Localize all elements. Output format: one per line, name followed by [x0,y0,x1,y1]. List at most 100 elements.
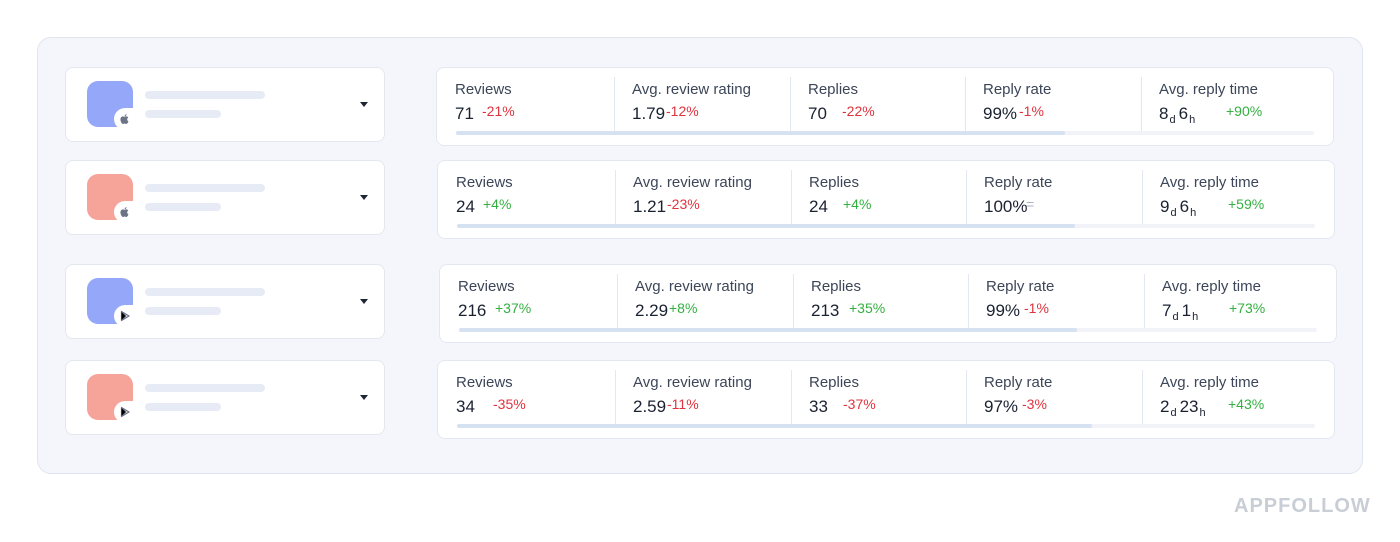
stat-label: Replies [808,81,859,98]
stat-divider [966,170,967,226]
apple-icon [114,201,136,223]
stat-reviews: Reviews 216 +37% [440,274,615,330]
stats-card: Reviews 71 -21% Avg. review rating 1.79 -12% R… [436,67,1334,146]
reply-time-hours: 23 [1179,397,1199,416]
dropdown-caret-icon[interactable] [360,395,368,400]
stat-delta: +37% [495,300,532,316]
stat-reply-time: Avg. reply time 7d 1h +73% [1144,274,1319,330]
stat-delta: -1% [1019,103,1044,119]
app-name-placeholder [145,184,265,192]
progress-fill [456,131,1066,135]
app-name-placeholder [145,288,265,296]
stat-reviews: Reviews 24 +4% [438,170,613,226]
dropdown-caret-icon[interactable] [360,299,368,304]
stat-replies: Replies 70 -22% [790,77,965,133]
stat-value: 97% [984,397,1019,416]
stat-delta: -37% [843,396,876,412]
app-selector-card[interactable] [65,67,385,142]
progress-track [457,424,1315,428]
stat-value: 2.59 [633,397,667,416]
stat-reply-time: Avg. reply time 2d 23h +43% [1142,370,1317,426]
stat-delta: -23% [667,196,700,212]
stat-value: 71 [455,104,474,123]
app-subtitle-placeholder [145,110,221,118]
hours-unit: h [1199,407,1206,419]
stat-divider [617,274,618,330]
app-selector-card[interactable] [65,160,385,235]
reply-time-hours: 6 [1178,104,1189,123]
app-selector-card[interactable] [65,264,385,339]
stat-label: Reply rate [984,174,1053,191]
progress-fill [457,224,1075,228]
stat-divider [1141,77,1142,133]
stat-label: Reply rate [986,278,1055,295]
stat-delta: -21% [482,103,515,119]
app-icon [87,374,136,423]
hours-unit: h [1189,114,1196,126]
stat-label: Reviews [456,374,513,391]
stat-delta: -11% [667,396,699,412]
stat-avg-rating: Avg. review rating 2.59 -11% [615,370,790,426]
hours-unit: h [1192,311,1199,323]
apple-icon [114,108,136,130]
brand-watermark: APPFOLLOW [1234,495,1371,517]
reply-time-days: 9 [1160,197,1170,216]
google-play-icon [114,401,136,423]
stat-replies: Replies 24 +4% [791,170,966,226]
stat-value: 2d 23h [1160,397,1209,419]
days-unit: d [1170,207,1177,219]
stat-value: 7d 1h [1162,301,1201,323]
google-play-icon [114,305,136,327]
stat-label: Replies [811,278,862,295]
days-unit: d [1172,311,1179,323]
reply-time-days: 2 [1160,397,1170,416]
reply-time-days: 7 [1162,301,1172,320]
app-name-placeholder [145,91,265,99]
stat-divider [791,170,792,226]
stat-label: Avg. reply time [1160,374,1259,391]
reply-time-hours: 6 [1179,197,1190,216]
dropdown-caret-icon[interactable] [360,195,368,200]
stat-divider [1144,274,1145,330]
stat-reply-rate: Reply rate 99% -1% [965,77,1140,133]
stat-delta: +59% [1228,196,1265,212]
stat-label: Avg. review rating [633,374,752,391]
app-selector-card[interactable] [65,360,385,435]
stat-label: Reply rate [984,374,1053,391]
stat-delta: +35% [849,300,886,316]
app-subtitle-placeholder [145,403,221,411]
progress-fill [457,424,1092,428]
stat-reply-rate: Reply rate 97% -3% [966,370,1141,426]
progress-fill [459,328,1077,332]
stat-divider [793,274,794,330]
stat-divider [965,77,966,133]
stat-label: Avg. reply time [1162,278,1261,295]
stats-card: Reviews 34 -35% Avg. review rating 2.59 -11% R… [437,360,1335,439]
progress-track [457,224,1315,228]
stat-label: Avg. reply time [1159,81,1258,98]
stat-reply-rate: Reply rate 100% = [966,170,1141,226]
stat-value: 1.79 [632,104,666,123]
stat-divider [615,370,616,426]
stat-divider [966,370,967,426]
dropdown-caret-icon[interactable] [360,102,368,107]
stat-label: Reviews [458,278,515,295]
stat-value: 100% [984,197,1028,216]
reply-time-days: 8 [1159,104,1169,123]
stat-divider [614,77,615,133]
days-unit: d [1170,407,1177,419]
app-icon [87,81,136,130]
stat-label: Avg. review rating [632,81,751,98]
stat-divider [968,274,969,330]
stat-delta: +8% [669,300,698,316]
stat-divider [615,170,616,226]
stat-avg-rating: Avg. review rating 1.21 -23% [615,170,790,226]
stat-delta: -3% [1022,396,1047,412]
stat-delta: = [1026,196,1035,212]
stat-avg-rating: Avg. review rating 2.29 +8% [617,274,792,330]
stat-value: 8d 6h [1159,104,1198,126]
app-name-placeholder [145,384,265,392]
stat-avg-rating: Avg. review rating 1.79 -12% [614,77,789,133]
progress-track [456,131,1314,135]
stat-divider [790,77,791,133]
